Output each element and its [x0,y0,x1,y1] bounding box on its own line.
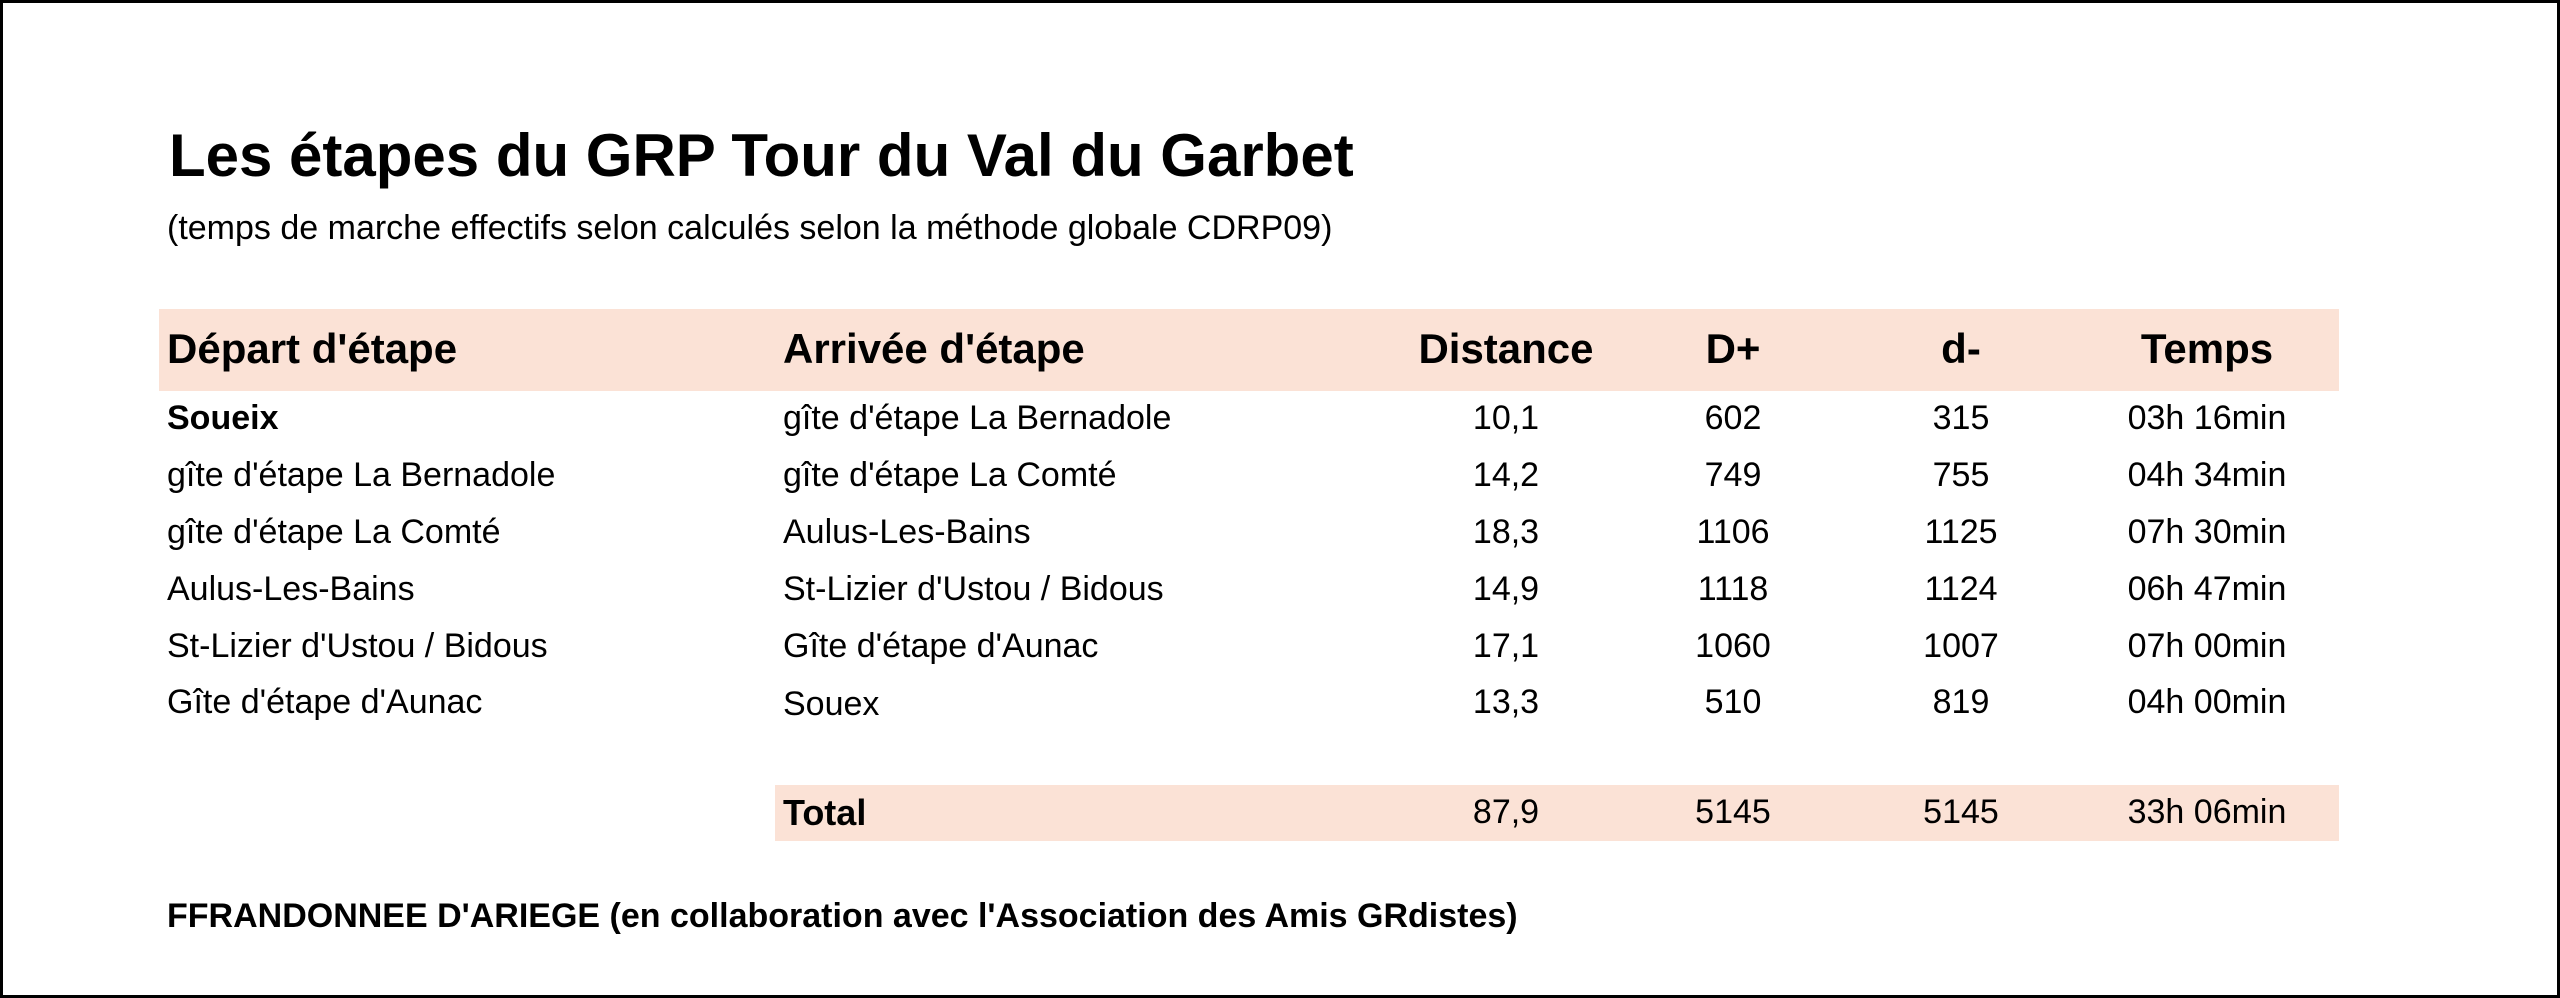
footer-credit: FFRANDONNEE D'ARIEGE (en collaboration a… [167,897,1518,935]
header-dminus: d- [1941,325,1981,372]
header-temps: Temps [2140,325,2274,372]
row-4-arrivee: Gîte d'étape d'Aunac [783,627,1099,665]
row-3-arrivee: St-Lizier d'Ustou / Bidous [783,570,1164,608]
row-1-distance: 14,2 [1472,456,1540,494]
row-5-arrivee: Souex [783,685,880,723]
row-1-temps: 04h 34min [2127,456,2287,494]
row-0-depart: Soueix [167,399,279,437]
row-5-depart: Gîte d'étape d'Aunac [167,683,483,721]
row-5-temps: 04h 00min [2127,683,2287,721]
row-1-dplus: 749 [1704,456,1762,494]
row-3-depart: Aulus-Les-Bains [167,570,415,608]
row-3-dplus: 1118 [1697,570,1769,608]
row-3-temps: 06h 47min [2127,570,2287,608]
total-temps: 33h 06min [2127,793,2287,831]
row-3-dminus: 1124 [1924,570,1998,608]
row-5-dplus: 510 [1704,683,1762,721]
row-2-dplus: 1106 [1696,513,1770,551]
row-4-distance: 17,1 [1472,627,1540,665]
row-0-temps: 03h 16min [2127,399,2287,437]
row-2-temps: 07h 30min [2127,513,2287,551]
total-band [775,785,2339,841]
row-2-distance: 18,3 [1472,513,1540,551]
row-1-dminus: 755 [1932,456,1990,494]
row-4-dminus: 1007 [1923,627,1999,665]
row-4-dplus: 1060 [1695,627,1771,665]
row-2-arrivee: Aulus-Les-Bains [783,513,1031,551]
row-0-arrivee: gîte d'étape La Bernadole [783,399,1172,437]
row-4-depart: St-Lizier d'Ustou / Bidous [167,627,548,665]
row-0-dplus: 602 [1704,399,1762,437]
row-5-dminus: 819 [1932,683,1990,721]
total-distance: 87,9 [1472,793,1540,831]
table-header-band [159,309,2339,391]
header-depart: Départ d'étape [167,325,458,372]
row-4-temps: 07h 00min [2127,627,2287,665]
row-0-distance: 10,1 [1472,399,1540,437]
page-subtitle: (temps de marche effectifs selon calculé… [167,209,1333,247]
row-3-distance: 14,9 [1472,570,1540,608]
row-2-dminus: 1125 [1924,513,1998,551]
header-arrivee: Arrivée d'étape [783,325,1085,372]
page-title: Les étapes du GRP Tour du Val du Garbet [169,122,1354,189]
row-5-distance: 13,3 [1472,683,1540,721]
row-1-depart: gîte d'étape La Bernadole [167,456,556,494]
total-dminus: 5145 [1923,793,1999,831]
total-dplus: 5145 [1695,793,1771,831]
total-label: Total [783,792,867,833]
row-1-arrivee: gîte d'étape La Comté [783,456,1117,494]
row-2-depart: gîte d'étape La Comté [167,513,501,551]
header-dplus: D+ [1705,325,1761,372]
header-distance: Distance [1418,325,1594,372]
row-0-dminus: 315 [1932,399,1990,437]
